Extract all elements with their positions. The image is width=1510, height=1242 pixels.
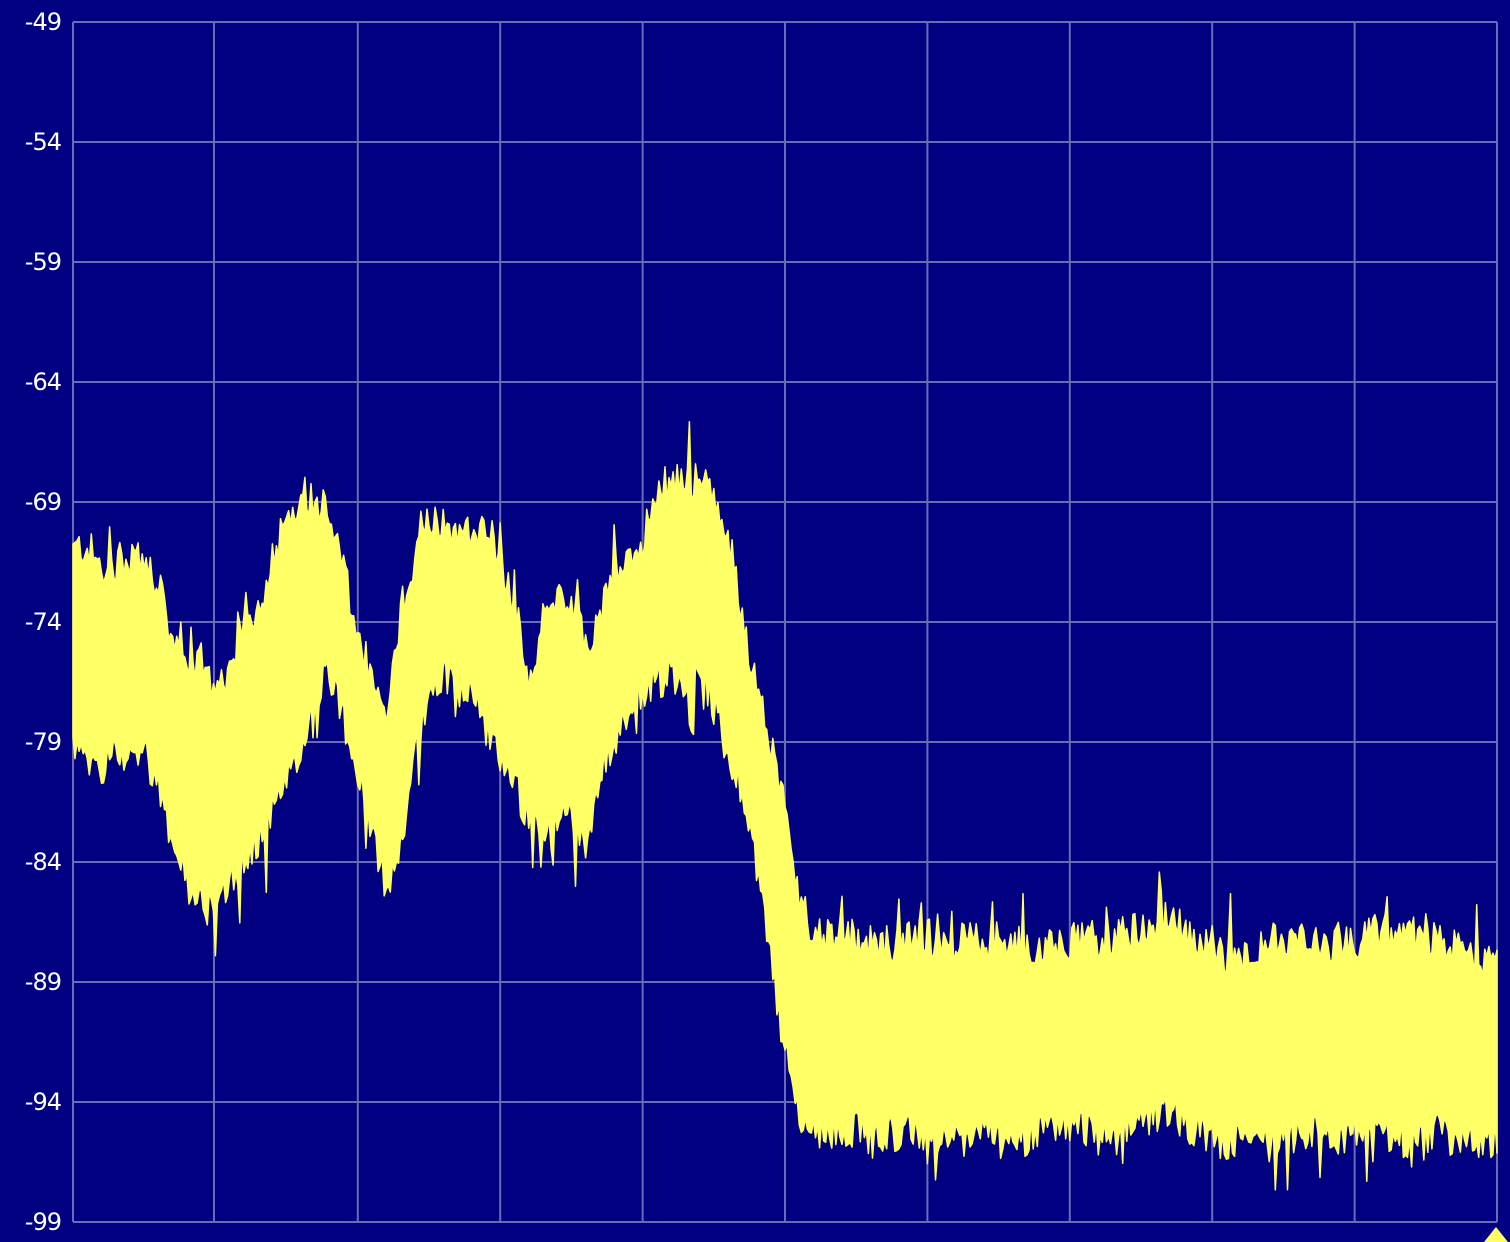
y-tick-label: -59 bbox=[25, 248, 61, 276]
y-axis-tick-labels: -49 -54 -59 -64 -69 -74 -79 -84 -89 -94 -99 bbox=[25, 8, 62, 1236]
y-tick-label: -94 bbox=[25, 1088, 61, 1116]
y-tick-label: -54 bbox=[25, 128, 61, 156]
y-tick-label: -79 bbox=[25, 728, 61, 756]
x-axis-marker-icon[interactable] bbox=[1484, 1227, 1508, 1242]
y-tick-label: -64 bbox=[25, 368, 61, 396]
spectrum-band bbox=[72, 420, 1498, 1191]
y-tick-label: -49 bbox=[25, 8, 61, 36]
y-tick-label: -74 bbox=[25, 608, 61, 636]
spectrum-trace bbox=[72, 420, 1498, 1191]
y-tick-label: -69 bbox=[25, 488, 61, 516]
y-tick-label: -84 bbox=[25, 848, 61, 876]
y-tick-label: -99 bbox=[25, 1208, 61, 1236]
y-tick-label: -89 bbox=[25, 968, 61, 996]
